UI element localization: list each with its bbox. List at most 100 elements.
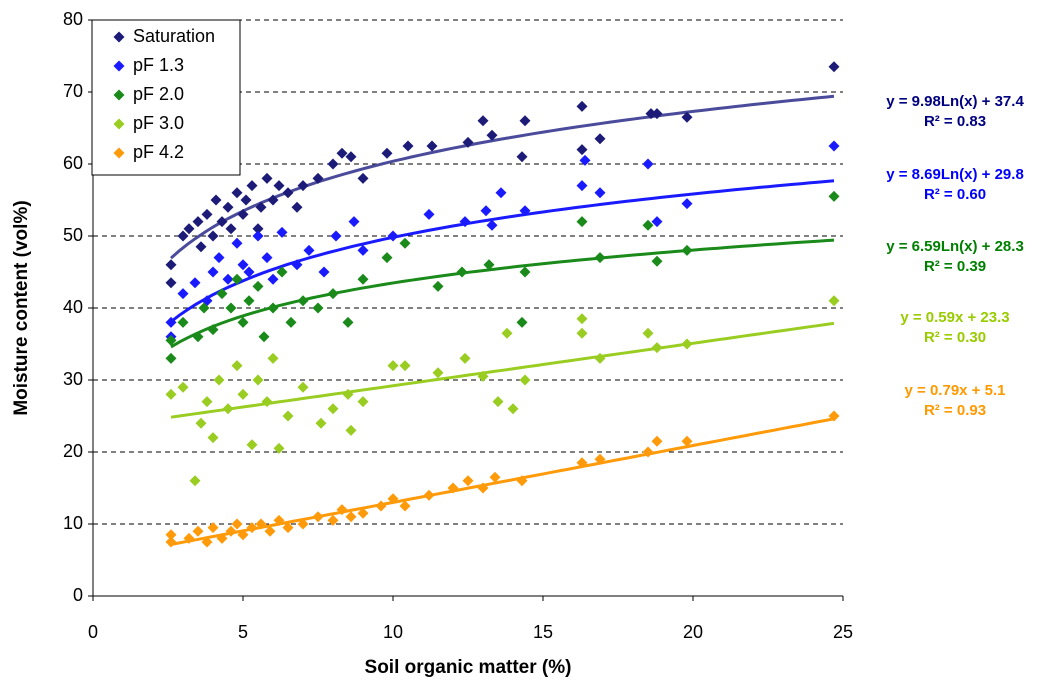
trendline [170, 179, 835, 323]
legend-label: pF 1.3 [133, 55, 184, 75]
point [423, 208, 435, 220]
point [342, 388, 354, 400]
x-tick-label: 25 [833, 622, 853, 642]
point [252, 280, 264, 292]
point [183, 532, 195, 544]
point [519, 115, 531, 127]
point [345, 151, 357, 163]
point [252, 374, 264, 386]
point [207, 324, 219, 336]
point [267, 302, 279, 314]
point [201, 208, 213, 220]
point [177, 381, 189, 393]
point [576, 216, 588, 228]
point [312, 172, 324, 184]
point [642, 327, 654, 339]
point [210, 194, 222, 206]
point [576, 180, 588, 192]
point [273, 442, 285, 454]
point [645, 108, 657, 120]
x-tick-label: 15 [533, 622, 553, 642]
x-tick-label: 0 [88, 622, 98, 642]
point [651, 108, 663, 120]
point [165, 259, 177, 271]
point [828, 295, 840, 307]
point [192, 525, 204, 537]
point [642, 158, 654, 170]
point [426, 140, 438, 152]
point [183, 223, 195, 235]
point [357, 396, 369, 408]
y-tick-label: 70 [63, 81, 83, 101]
point [264, 525, 276, 537]
point [507, 403, 519, 415]
point [201, 396, 213, 408]
point [255, 518, 267, 530]
point [261, 252, 273, 264]
point [207, 266, 219, 278]
point [828, 61, 840, 73]
point [246, 439, 258, 451]
point [480, 205, 492, 217]
y-tick-label: 10 [63, 513, 83, 533]
trendline-r2: R² = 0.83 [924, 113, 986, 130]
trendline-equation: y = 0.79x + 5.1 [905, 382, 1006, 399]
point [225, 302, 237, 314]
point [387, 360, 399, 372]
y-tick-label: 30 [63, 369, 83, 389]
legend-marker [113, 60, 125, 72]
point [477, 482, 489, 494]
legend-marker [113, 31, 125, 43]
point [327, 514, 339, 526]
point [348, 216, 360, 228]
point [594, 453, 606, 465]
point [357, 273, 369, 285]
point [261, 172, 273, 184]
point [681, 198, 693, 210]
legend: Saturation pF 1.3 pF 2.0 pF 3.0 pF 4.2 [91, 19, 241, 176]
point [342, 316, 354, 328]
point [192, 216, 204, 228]
x-axis-title: Soil organic matter (%) [365, 657, 572, 678]
point [201, 536, 213, 548]
point [312, 302, 324, 314]
point [681, 338, 693, 350]
point [267, 273, 279, 285]
point [651, 342, 663, 354]
point [345, 511, 357, 523]
point [231, 237, 243, 249]
point [282, 410, 294, 422]
point [207, 522, 219, 534]
point [576, 457, 588, 469]
point [189, 475, 201, 487]
point [246, 180, 258, 192]
point [225, 223, 237, 235]
point [222, 273, 234, 285]
point [240, 194, 252, 206]
point [216, 216, 228, 228]
point [291, 201, 303, 213]
point [252, 230, 264, 242]
point [387, 230, 399, 242]
point [177, 316, 189, 328]
point [432, 367, 444, 379]
point [165, 352, 177, 364]
point [594, 352, 606, 364]
point [681, 435, 693, 447]
point [246, 522, 258, 534]
point [303, 244, 315, 256]
point [267, 352, 279, 364]
point [273, 180, 285, 192]
point [255, 201, 267, 213]
point [462, 136, 474, 148]
point [177, 230, 189, 242]
point [642, 446, 654, 458]
point [327, 158, 339, 170]
point [243, 266, 255, 278]
point [297, 180, 309, 192]
point [399, 237, 411, 249]
point [399, 500, 411, 512]
y-axis-title: Moisture content (vol%) [11, 200, 32, 415]
point [195, 417, 207, 429]
trendline-r2: R² = 0.93 [924, 402, 986, 419]
